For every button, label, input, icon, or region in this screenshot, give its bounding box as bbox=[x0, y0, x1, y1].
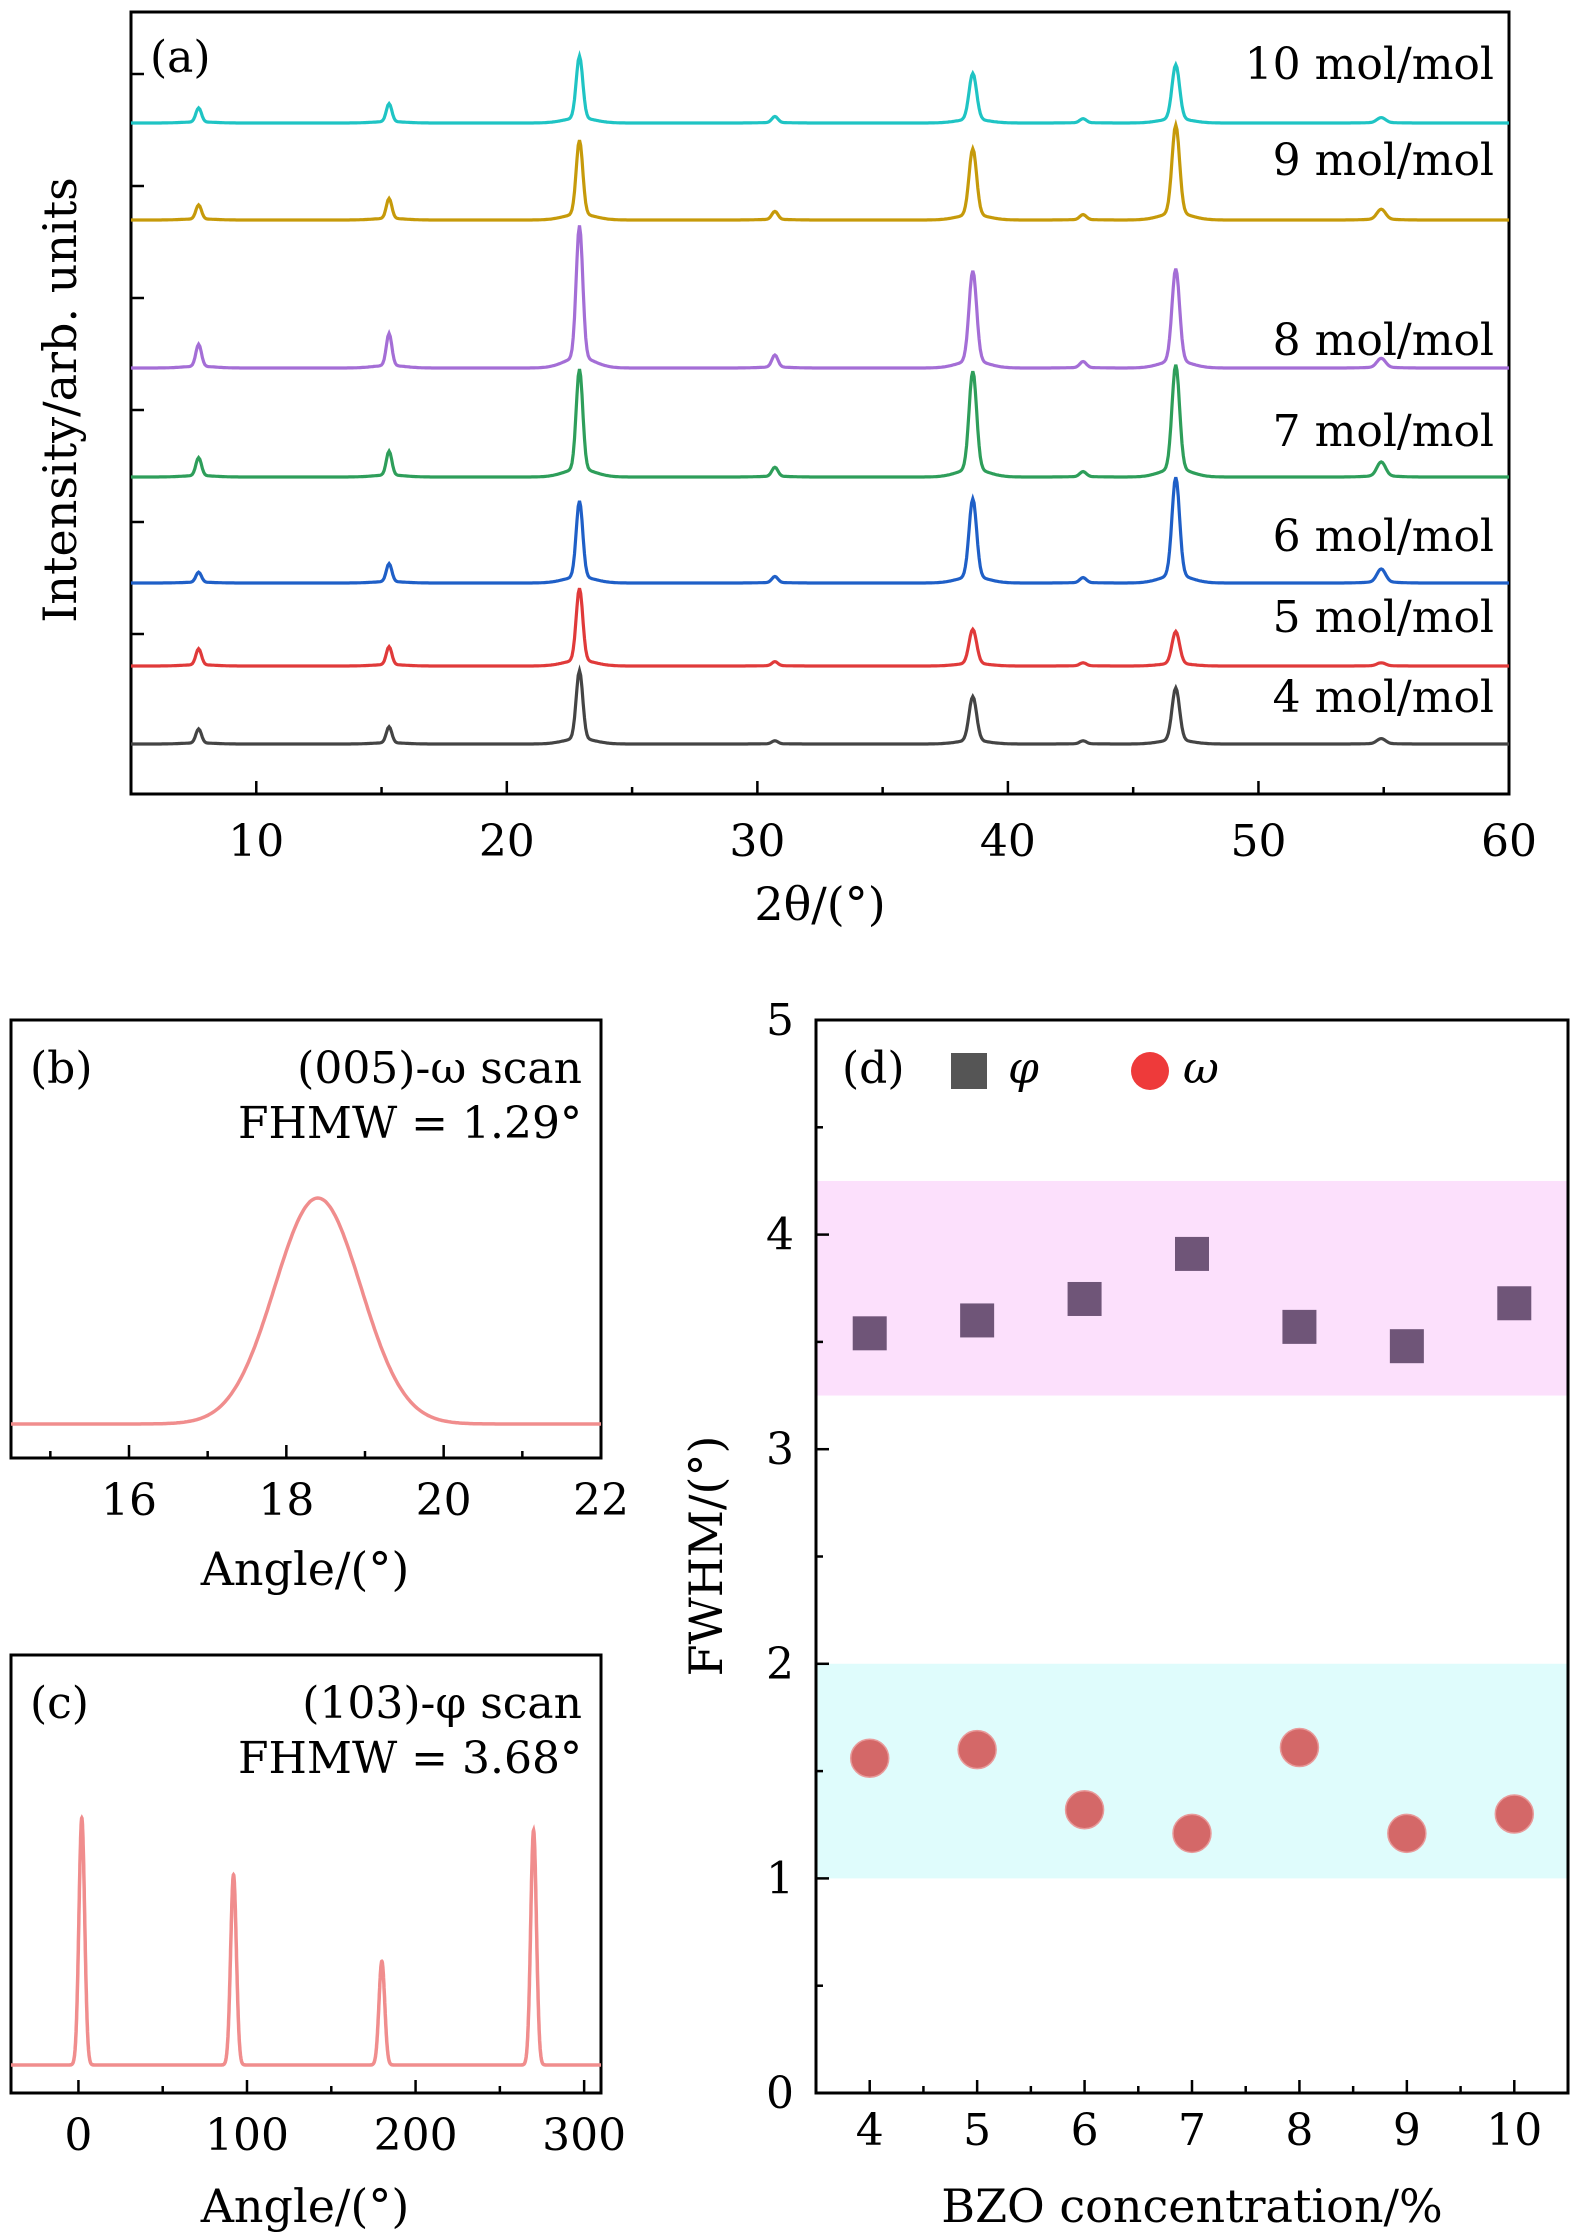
omega-point bbox=[849, 1738, 890, 1778]
phi-point bbox=[960, 1303, 995, 1338]
panel-a-xrd-patterns: (a) 2θ/(°) Intensity/arb. units 10 20 30 40… bbox=[33, 10, 1537, 931]
phi-point bbox=[1497, 1286, 1532, 1321]
xrd-line-6mol bbox=[131, 476, 1509, 585]
panel-a-frame bbox=[129, 10, 1511, 796]
panel-b-x-axis-title: Angle/(°) bbox=[200, 1542, 410, 1596]
panel-c-x-tick-label: 100 bbox=[205, 2110, 289, 2161]
panel-c-label: (c) bbox=[30, 1678, 89, 1729]
phi-point bbox=[1067, 1281, 1102, 1316]
panel-b-x-tick-label: 20 bbox=[416, 1475, 472, 1526]
panel-a-y-axis-title: Intensity/arb. units bbox=[33, 177, 87, 623]
panel-d-x-tick-label: 10 bbox=[1486, 2105, 1542, 2156]
panel-a-x-tick-label: 50 bbox=[1230, 816, 1286, 867]
panel-d-y-tick-label: 2 bbox=[766, 1639, 794, 1690]
series-label-6mol: 6 mol/mol bbox=[1273, 511, 1494, 562]
omega-point bbox=[1064, 1789, 1105, 1830]
panel-b-x-tick-label: 16 bbox=[101, 1475, 157, 1526]
series-label-4mol: 4 mol/mol bbox=[1273, 672, 1494, 723]
panel-c-x-tick-label: 0 bbox=[64, 2110, 92, 2161]
omega-point bbox=[1494, 1794, 1535, 1834]
panel-d-x-tick-label: 8 bbox=[1285, 2105, 1313, 2156]
xrd-line-10mol bbox=[131, 50, 1509, 125]
omega-point bbox=[1387, 1813, 1427, 1854]
panel-d-y-tick-label: 5 bbox=[766, 995, 794, 1046]
panel-d-y-tick-label: 4 bbox=[766, 1210, 794, 1261]
panel-a-series-labels: 4 mol/mol 5 mol/mol 6 mol/mol 7 mol/mol 8 mo… bbox=[1245, 39, 1494, 723]
panel-b-x-tick-label: 18 bbox=[258, 1475, 314, 1526]
panel-b-ticks: 16 18 20 22 bbox=[49, 1445, 629, 1526]
panel-a-x-tick-label: 20 bbox=[479, 816, 535, 867]
xrd-line-4mol bbox=[131, 664, 1509, 746]
xrd-line-9mol bbox=[131, 118, 1509, 222]
omega-point bbox=[1172, 1813, 1212, 1854]
panel-d-bands bbox=[816, 1180, 1568, 1879]
legend-phi-label: φ bbox=[1008, 1043, 1039, 1094]
panel-a-label: (a) bbox=[150, 32, 211, 83]
panel-c-phi-scan: (c) (103)-φ scan FHMW = 3.68° Angle/(°) … bbox=[9, 1653, 626, 2233]
panel-a-series-lines bbox=[131, 50, 1509, 746]
panel-b-fwhm-note: FHMW = 1.29° bbox=[238, 1098, 582, 1149]
phi-point bbox=[1175, 1236, 1209, 1271]
legend-phi-marker bbox=[951, 1053, 987, 1089]
panel-d-x-tick-label: 6 bbox=[1071, 2105, 1099, 2156]
panel-d-y-tick-label: 1 bbox=[766, 1853, 794, 1904]
panel-d-y-tick-label: 3 bbox=[766, 1424, 794, 1475]
panel-d-points bbox=[849, 1236, 1535, 1854]
series-label-7mol: 7 mol/mol bbox=[1273, 406, 1494, 457]
panel-d-fwhm-vs-concentration: (d) φ ω BZO concentration/% FWHM/(°) 4 5 6… bbox=[679, 995, 1570, 2233]
panel-b-omega-scan: (b) (005)-ω scan FHMW = 1.29° Angle/(°) … bbox=[9, 1018, 629, 1596]
panel-c-x-tick-label: 300 bbox=[542, 2110, 626, 2161]
xrd-line-8mol bbox=[131, 225, 1509, 370]
series-label-10mol: 10 mol/mol bbox=[1245, 39, 1494, 90]
series-label-8mol: 8 mol/mol bbox=[1273, 315, 1494, 366]
phi-point bbox=[852, 1316, 887, 1351]
panel-d-band-0 bbox=[816, 1180, 1568, 1396]
panel-d-y-tick-label: 0 bbox=[766, 2068, 794, 2119]
panel-c-ticks: 0 100 200 300 bbox=[64, 2080, 626, 2161]
phi-point bbox=[1282, 1309, 1317, 1344]
panel-c-x-axis-title: Angle/(°) bbox=[200, 2179, 410, 2233]
panel-b-label: (b) bbox=[30, 1043, 93, 1094]
panel-c-fwhm-note: FHMW = 3.68° bbox=[238, 1733, 582, 1784]
panel-d-x-tick-label: 7 bbox=[1178, 2105, 1206, 2156]
panel-d-x-tick-label: 9 bbox=[1393, 2105, 1421, 2156]
xrd-line-5mol bbox=[131, 587, 1509, 668]
panel-d-y-axis-title: FWHM/(°) bbox=[679, 1436, 733, 1677]
legend-omega-marker bbox=[1131, 1052, 1169, 1090]
panel-b-x-tick-label: 22 bbox=[573, 1475, 629, 1526]
phi-point bbox=[1389, 1329, 1424, 1364]
panel-d-ticks: 4 5 6 7 8 9 10 0 1 2 3 4 5 bbox=[766, 995, 1542, 2156]
series-label-9mol: 9 mol/mol bbox=[1273, 135, 1494, 186]
panel-c-frame bbox=[9, 1653, 603, 2095]
panel-a-x-tick-label: 40 bbox=[980, 816, 1036, 867]
panel-b-frame bbox=[9, 1018, 603, 1460]
panel-d-label: (d) bbox=[842, 1043, 905, 1094]
panel-c-title: (103)-φ scan bbox=[302, 1678, 582, 1729]
panel-a-x-tick-label: 30 bbox=[729, 816, 785, 867]
panel-d-x-tick-label: 5 bbox=[963, 2105, 991, 2156]
panel-c-scan-curve bbox=[11, 1814, 601, 2067]
legend-omega-label: ω bbox=[1183, 1043, 1219, 1094]
panel-d-x-axis-title: BZO concentration/% bbox=[941, 2179, 1442, 2233]
panel-b-title: (005)-ω scan bbox=[297, 1043, 582, 1094]
xrd-line-7mol bbox=[131, 364, 1509, 479]
panel-c-x-tick-label: 200 bbox=[374, 2110, 458, 2161]
panel-a-ticks: 10 20 30 40 50 60 bbox=[129, 72, 1537, 867]
panel-a-x-tick-label: 10 bbox=[228, 816, 284, 867]
omega-point bbox=[1279, 1727, 1320, 1768]
panel-a-x-axis-title: 2θ/(°) bbox=[754, 877, 885, 931]
panel-a-x-tick-label: 60 bbox=[1481, 816, 1537, 867]
panel-b-scan-curve bbox=[11, 1196, 601, 1426]
omega-point bbox=[957, 1729, 997, 1770]
series-label-5mol: 5 mol/mol bbox=[1273, 592, 1494, 643]
panel-d-x-tick-label: 4 bbox=[856, 2105, 884, 2156]
